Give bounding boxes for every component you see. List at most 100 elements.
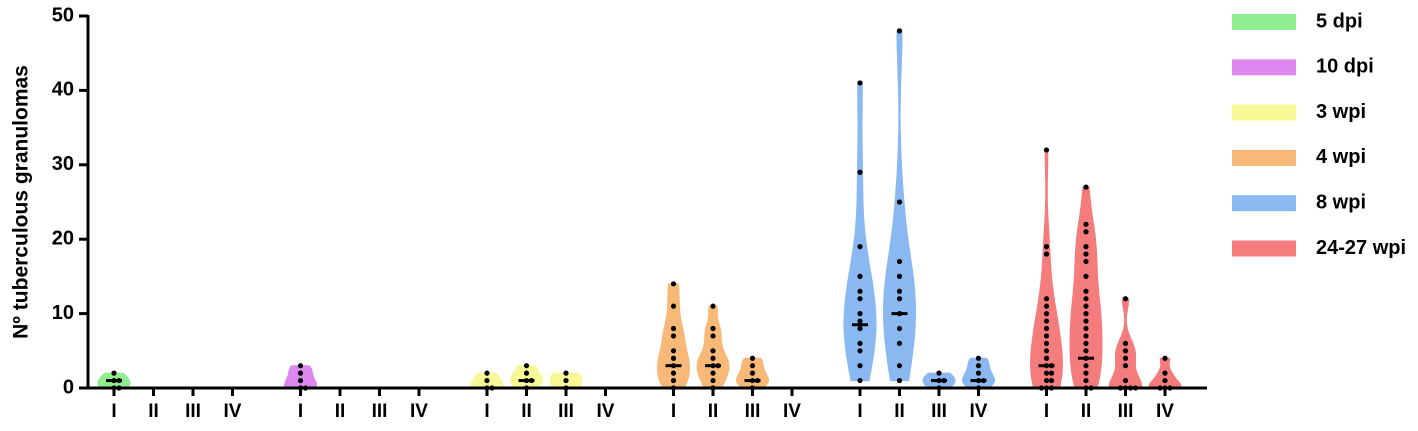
data-point <box>857 288 863 294</box>
data-point <box>297 370 304 376</box>
data-point <box>857 325 863 332</box>
data-point <box>1122 348 1129 354</box>
y-axis-label: Nº tuberculous granulomas <box>10 65 33 339</box>
x-tick-label: I <box>111 401 116 422</box>
legend-label: 10 dpi <box>1316 56 1374 78</box>
data-point <box>749 355 756 361</box>
data-point <box>1043 370 1050 376</box>
data-point <box>1083 363 1089 369</box>
data-point <box>1043 311 1050 317</box>
data-point <box>896 258 903 265</box>
data-point <box>1083 325 1089 332</box>
data-point <box>1122 355 1129 361</box>
data-point <box>857 169 863 175</box>
y-tick-label: 50 <box>52 4 74 26</box>
legend-swatch <box>1232 195 1296 212</box>
y-tick-label: 40 <box>52 79 74 101</box>
data-point <box>563 377 569 384</box>
data-point <box>710 370 716 376</box>
data-point <box>1162 355 1168 361</box>
data-point <box>1162 370 1168 376</box>
legend-swatch <box>1232 14 1296 30</box>
data-point <box>1083 244 1089 250</box>
data-point <box>857 318 863 324</box>
data-point <box>1083 184 1089 190</box>
data-point <box>1083 296 1089 302</box>
data-point <box>670 370 677 376</box>
data-point <box>1083 370 1089 376</box>
data-point <box>1122 340 1129 346</box>
data-point <box>670 281 677 287</box>
data-point <box>1122 377 1129 384</box>
data-point <box>523 363 530 369</box>
data-point <box>1043 303 1050 309</box>
data-point <box>749 370 756 376</box>
data-point <box>1083 229 1089 235</box>
data-point <box>297 363 304 369</box>
data-point <box>1043 325 1050 332</box>
data-point <box>1043 377 1050 384</box>
data-point <box>975 363 982 369</box>
data-point <box>857 296 863 302</box>
data-point <box>563 370 569 376</box>
data-point <box>1043 333 1050 339</box>
data-point <box>1162 377 1168 384</box>
y-tick-label: 10 <box>52 302 74 324</box>
data-point <box>975 370 982 376</box>
data-point <box>896 377 903 384</box>
data-point <box>710 377 716 384</box>
data-point <box>710 355 716 361</box>
x-tick-label: IV <box>597 401 615 422</box>
x-tick-label: IV <box>224 401 242 422</box>
data-point <box>710 325 716 332</box>
x-tick-label: I <box>1044 401 1049 422</box>
data-point <box>297 377 304 384</box>
data-point <box>896 340 903 346</box>
data-point <box>1043 296 1050 302</box>
data-point <box>896 273 903 279</box>
data-point <box>1083 318 1089 324</box>
data-point <box>896 296 903 302</box>
data-point <box>896 199 903 205</box>
violin <box>843 82 877 382</box>
legend-label: 5 dpi <box>1316 10 1363 32</box>
data-point <box>1043 318 1050 324</box>
x-tick-label: II <box>148 401 159 422</box>
data-point <box>857 363 863 369</box>
data-point <box>1083 377 1089 384</box>
x-tick-label: IV <box>410 401 428 422</box>
data-point <box>936 370 942 376</box>
data-point <box>1083 340 1089 346</box>
violin <box>510 365 543 389</box>
data-point <box>1048 370 1055 376</box>
violin <box>284 365 317 389</box>
data-point <box>484 377 490 384</box>
x-tick-label: II <box>1081 401 1092 422</box>
data-point <box>857 273 863 279</box>
data-point <box>857 348 863 354</box>
data-point <box>749 363 756 369</box>
x-tick-label: III <box>372 401 388 422</box>
data-point <box>523 370 530 376</box>
data-point <box>1083 303 1089 309</box>
data-point <box>1083 258 1089 265</box>
data-point <box>1083 333 1089 339</box>
data-point <box>1122 296 1129 302</box>
x-tick-label: III <box>558 401 574 422</box>
data-point <box>1043 147 1050 153</box>
data-point <box>710 303 716 309</box>
data-point <box>1083 348 1089 354</box>
x-tick-label: I <box>298 401 303 422</box>
data-point <box>710 348 716 354</box>
x-tick-label: I <box>671 401 676 422</box>
data-point <box>1043 244 1050 250</box>
data-point <box>710 333 716 339</box>
legend-swatch <box>1232 149 1296 166</box>
legend-swatch <box>1232 59 1296 76</box>
x-tick-label: II <box>521 401 532 422</box>
legend-label: 24-27 wpi <box>1316 237 1406 259</box>
data-point <box>1083 273 1089 279</box>
data-point <box>111 370 117 376</box>
data-point <box>670 355 677 361</box>
